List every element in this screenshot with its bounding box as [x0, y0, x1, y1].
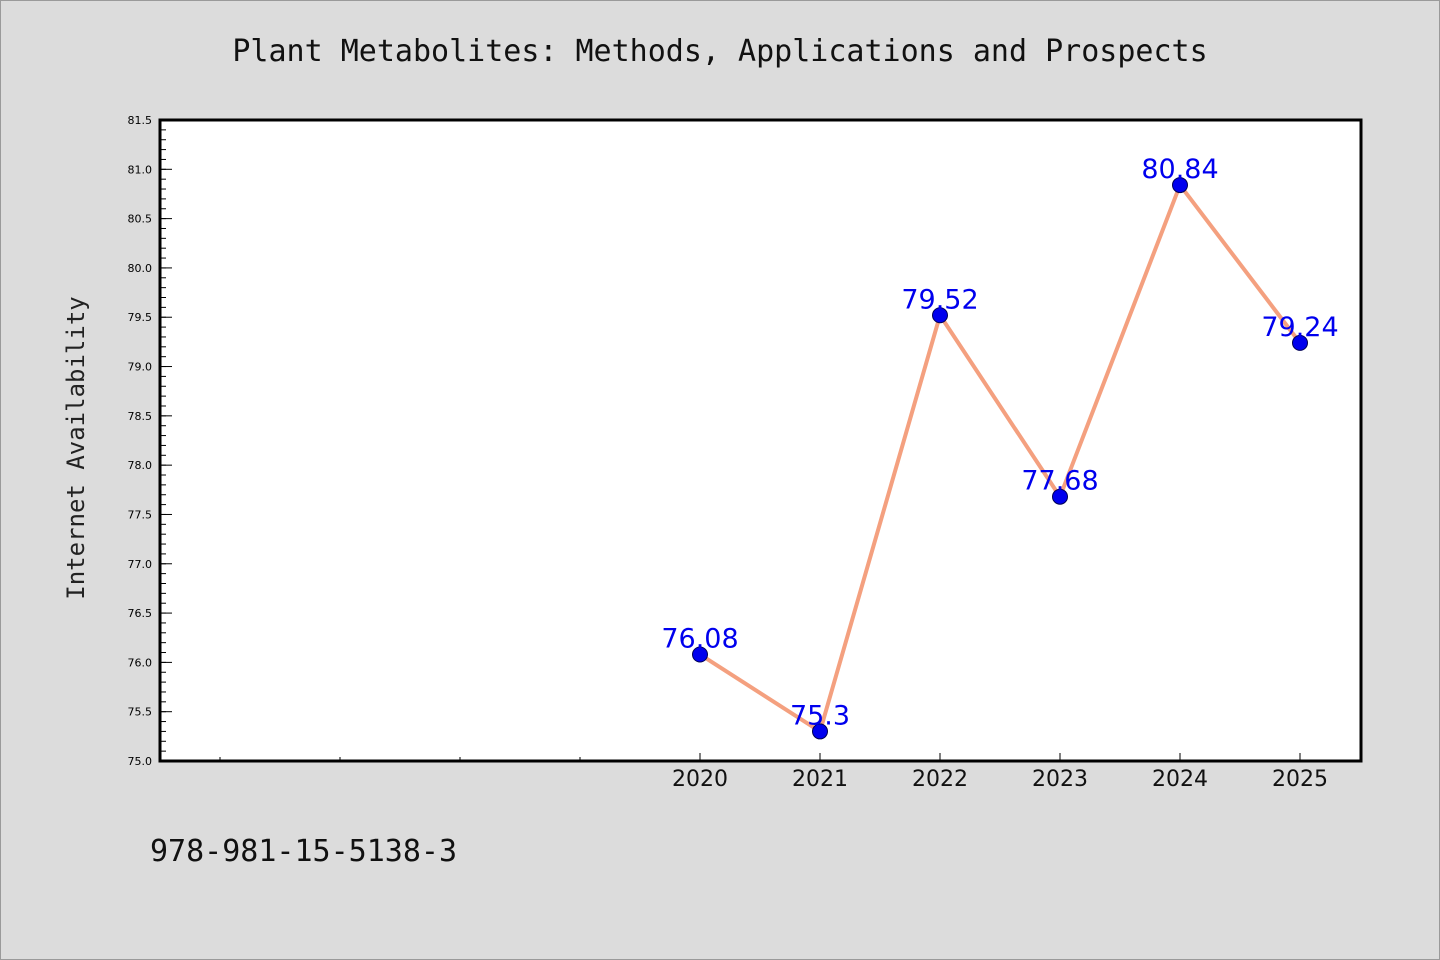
data-point [932, 307, 948, 324]
plot-background [160, 120, 1361, 761]
y-tick-label: 76.5 [128, 607, 153, 620]
y-tick-label: 80.5 [128, 213, 153, 226]
y-tick-label: 80.0 [128, 262, 153, 275]
y-tick-label: 81.0 [128, 163, 153, 176]
x-tick-label: 2022 [912, 767, 968, 792]
y-tick-label: 75.0 [128, 755, 153, 768]
data-label: 79.52 [901, 284, 978, 315]
x-tick-label: 2021 [792, 767, 848, 792]
data-label: 77.68 [1021, 466, 1098, 497]
series-line [698, 183, 1302, 734]
data-point [812, 723, 828, 740]
isbn-code: 978-981-15-5138-3 [150, 834, 458, 869]
y-tick-label: 78.5 [128, 410, 153, 423]
data-label: 76.08 [661, 623, 738, 654]
x-tick-label: 2020 [672, 767, 728, 792]
data-point [1052, 488, 1068, 505]
y-tick-label: 81.5 [128, 114, 153, 127]
chart-title: Plant Metabolites: Methods, Applications… [232, 34, 1208, 69]
data-point [1292, 334, 1308, 351]
y-tick-label: 76.0 [128, 656, 153, 669]
axes-border [158, 118, 1363, 763]
y-tick-label: 78.0 [128, 459, 153, 472]
y-tick-label: 77.5 [128, 508, 153, 521]
data-label: 79.24 [1261, 312, 1338, 343]
data-point [692, 646, 708, 663]
y-tick-label: 79.0 [128, 361, 153, 374]
x-tick-label: 2023 [1032, 767, 1088, 792]
y-tick-label: 77.0 [128, 558, 153, 571]
y-tick-label: 79.5 [128, 311, 153, 324]
x-tick-label: 2024 [1152, 767, 1208, 792]
data-point [1172, 177, 1188, 194]
data-label: 75.3 [790, 700, 850, 731]
data-label: 80.84 [1141, 154, 1218, 185]
y-tick-label: 75.5 [128, 706, 153, 719]
x-tick-label: 2025 [1272, 767, 1328, 792]
